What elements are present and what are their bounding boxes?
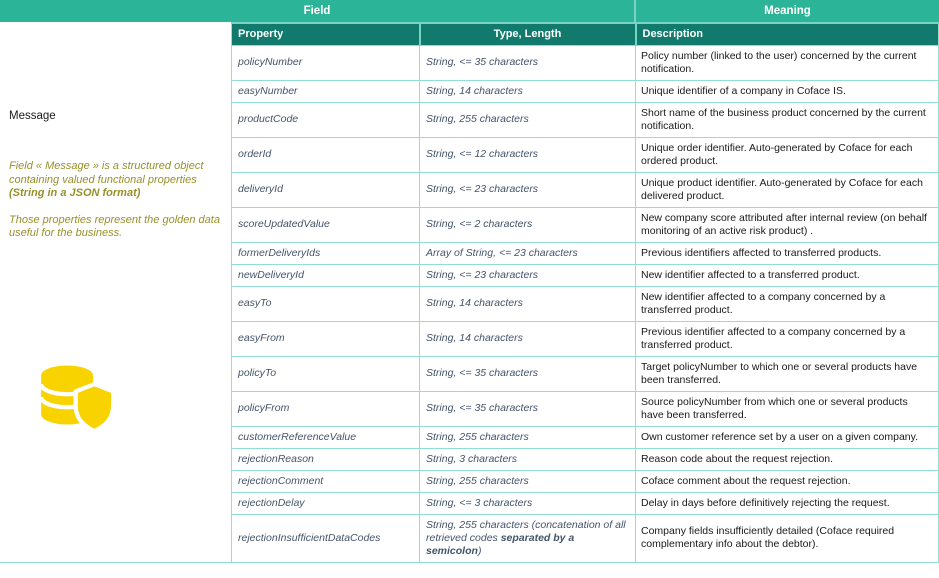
description-cell: Short name of the business product conce…	[635, 101, 939, 138]
type-length-cell: String, 14 characters	[419, 79, 636, 103]
description-cell: New identifier affected to a company con…	[635, 285, 939, 322]
type-length-cell: Array of String, <= 23 characters	[419, 241, 636, 265]
property-cell: rejectionInsufficientDataCodes	[231, 513, 420, 563]
table-header-row: Property Type, Length Description	[231, 22, 939, 46]
table-row: productCode String, 255 characters Short n…	[231, 101, 939, 138]
property-cell: rejectionDelay	[231, 491, 420, 515]
property-cell: easyTo	[231, 285, 420, 322]
type-length-cell: String, <= 3 characters	[419, 491, 636, 515]
property-cell: customerReferenceValue	[231, 425, 420, 449]
property-cell: rejectionComment	[231, 469, 420, 493]
database-shield-icon	[35, 364, 116, 436]
property-cell: orderId	[231, 136, 420, 173]
type-length-cell: String, 255 characters (concatenation of…	[419, 513, 636, 563]
field-group-header: Field	[0, 0, 636, 22]
description-cell: Delay in days before definitively reject…	[635, 491, 939, 515]
panel-title: Message	[9, 110, 56, 122]
property-cell: deliveryId	[231, 171, 420, 208]
table-row: formerDeliveryIds Array of String, <= 23 …	[231, 241, 939, 265]
type-length-cell: String, 14 characters	[419, 320, 636, 357]
description-cell: Coface comment about the request rejecti…	[635, 469, 939, 493]
type-length-cell: String, <= 2 characters	[419, 206, 636, 243]
table-row: rejectionReason String, 3 characters Reaso…	[231, 447, 939, 471]
table-row: rejectionDelay String, <= 3 characters Del…	[231, 491, 939, 515]
message-panel: Message Field « Message » is a structure…	[0, 22, 231, 563]
property-cell: newDeliveryId	[231, 263, 420, 287]
property-cell: policyNumber	[231, 44, 420, 81]
table-row: easyNumber String, 14 characters Unique id…	[231, 79, 939, 103]
main-content: Message Field « Message » is a structure…	[0, 22, 939, 563]
description-cell: New identifier affected to a transferred…	[635, 263, 939, 287]
properties-table: Property Type, Length Description policy…	[231, 22, 939, 563]
type-length-cell: String, <= 12 characters	[419, 136, 636, 173]
description-cell: New company score attributed after inter…	[635, 206, 939, 243]
description-cell: Target policyNumber to which one or seve…	[635, 355, 939, 392]
property-cell: easyNumber	[231, 79, 420, 103]
description-cell: Policy number (linked to the user) conce…	[635, 44, 939, 81]
panel-note-1: Field « Message » is a structured object…	[9, 160, 204, 199]
column-header-description: Description	[635, 22, 939, 46]
table-row: deliveryId String, <= 23 characters Unique…	[231, 171, 939, 208]
table-row: customerReferenceValue String, 255 charac…	[231, 425, 939, 449]
column-header-property: Property	[231, 22, 421, 46]
type-length-cell: String, <= 23 characters	[419, 263, 636, 287]
table-row: policyNumber String, <= 35 characters Poli…	[231, 44, 939, 81]
property-cell: easyFrom	[231, 320, 420, 357]
description-cell: Source policyNumber from which one or se…	[635, 390, 939, 427]
table-body: policyNumber String, <= 35 characters Poli…	[231, 44, 939, 563]
type-length-cell: String, 14 characters	[419, 285, 636, 322]
table-top-header: Field Meaning	[0, 0, 939, 22]
description-cell: Own customer reference set by a user on …	[635, 425, 939, 449]
description-cell: Company fields insufficiently detailed (…	[635, 513, 939, 563]
table-row: rejectionInsufficientDataCodes String, 25…	[231, 513, 939, 563]
type-length-cell: String, 3 characters	[419, 447, 636, 471]
table-row: easyFrom String, 14 characters Previous id…	[231, 320, 939, 357]
property-cell: rejectionReason	[231, 447, 420, 471]
description-cell: Previous identifiers affected to transfe…	[635, 241, 939, 265]
type-length-cell: String, 255 characters	[419, 425, 636, 449]
type-length-cell: String, <= 35 characters	[419, 44, 636, 81]
description-cell: Unique order identifier. Auto-generated …	[635, 136, 939, 173]
description-cell: Reason code about the request rejection.	[635, 447, 939, 471]
description-cell: Unique product identifier. Auto-generate…	[635, 171, 939, 208]
type-length-cell: String, <= 35 characters	[419, 390, 636, 427]
meaning-group-header: Meaning	[636, 0, 939, 22]
type-length-cell: String, <= 23 characters	[419, 171, 636, 208]
column-header-type-length: Type, Length	[419, 22, 637, 46]
type-length-cell: String, <= 35 characters	[419, 355, 636, 392]
type-length-cell: String, 255 characters	[419, 101, 636, 138]
property-cell: policyTo	[231, 355, 420, 392]
description-cell: Unique identifier of a company in Coface…	[635, 79, 939, 103]
table-row: rejectionComment String, 255 characters Co…	[231, 469, 939, 493]
table-row: scoreUpdatedValue String, <= 2 characters…	[231, 206, 939, 243]
table-row: policyFrom String, <= 35 characters Source…	[231, 390, 939, 427]
property-cell: formerDeliveryIds	[231, 241, 420, 265]
property-cell: policyFrom	[231, 390, 420, 427]
table-row: orderId String, <= 12 characters Unique or…	[231, 136, 939, 173]
table-row: policyTo String, <= 35 characters Target p…	[231, 355, 939, 392]
table-row: easyTo String, 14 characters New identifie…	[231, 285, 939, 322]
description-cell: Previous identifier affected to a compan…	[635, 320, 939, 357]
property-cell: scoreUpdatedValue	[231, 206, 420, 243]
panel-note-2: Those properties represent the golden da…	[9, 213, 220, 240]
table-row: newDeliveryId String, <= 23 characters New…	[231, 263, 939, 287]
type-length-cell: String, 255 characters	[419, 469, 636, 493]
property-cell: productCode	[231, 101, 420, 138]
